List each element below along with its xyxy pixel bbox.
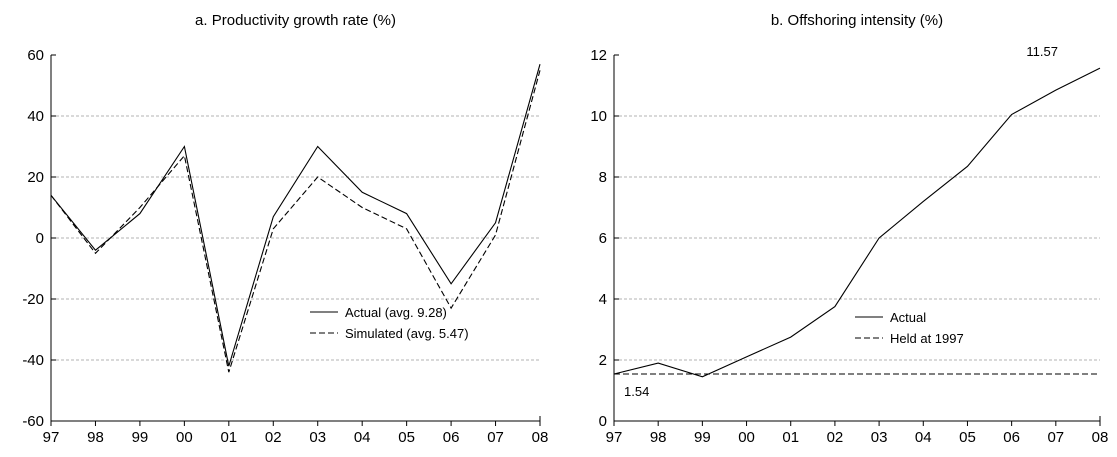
x-tick-label: 98 (650, 429, 667, 446)
y-tick-label: 4 (599, 291, 607, 308)
x-tick-label: 05 (959, 429, 976, 446)
y-tick-label: 0 (599, 413, 607, 430)
x-tick-label: 02 (827, 429, 844, 446)
y-tick-label: 10 (590, 108, 607, 125)
x-tick-label: 01 (782, 429, 799, 446)
legend-label: Actual (890, 310, 926, 325)
y-tick-label: -20 (22, 291, 44, 308)
x-tick-label: 04 (354, 429, 371, 446)
legend-label: Actual (avg. 9.28) (345, 305, 447, 320)
series-line-dashed (50, 70, 541, 373)
x-tick-label: 99 (694, 429, 711, 446)
x-tick-label: 97 (43, 429, 60, 446)
y-tick-label: 0 (36, 230, 44, 247)
x-tick-label: 00 (738, 429, 755, 446)
y-tick-label: 20 (27, 169, 44, 186)
x-tick-label: 08 (532, 429, 549, 446)
legend-label: Held at 1997 (890, 331, 964, 346)
x-tick-label: 05 (398, 429, 415, 446)
x-tick-label: 98 (87, 429, 104, 446)
x-tick-label: 01 (220, 429, 237, 446)
series-line-solid (50, 64, 541, 367)
y-tick-label: -60 (22, 413, 44, 430)
x-tick-label: 03 (871, 429, 888, 446)
chart-title: a. Productivity growth rate (%) (195, 12, 396, 29)
data-annotation: 1.54 (624, 384, 649, 399)
x-tick-label: 97 (606, 429, 623, 446)
series-line-solid (613, 67, 1101, 378)
x-tick-label: 06 (1003, 429, 1020, 446)
chart-title: b. Offshoring intensity (%) (771, 12, 943, 29)
x-tick-label: 00 (176, 429, 193, 446)
x-tick-label: 03 (309, 429, 326, 446)
data-annotation: 11.57 (1026, 44, 1058, 59)
y-tick-label: 60 (27, 47, 44, 64)
y-tick-label: 2 (599, 352, 607, 369)
x-tick-label: 02 (265, 429, 282, 446)
y-tick-label: 6 (599, 230, 607, 247)
chart-panel-a: a. Productivity growth rate (%) -60 -40 -20… (22, 12, 548, 446)
x-tick-label: 06 (443, 429, 460, 446)
x-tick-label: 07 (487, 429, 504, 446)
y-tick-label: 8 (599, 169, 607, 186)
y-tick-label: 40 (27, 108, 44, 125)
y-tick-label: -40 (22, 352, 44, 369)
x-tick-label: 07 (1047, 429, 1064, 446)
legend-label: Simulated (avg. 5.47) (345, 326, 469, 341)
x-tick-label: 04 (915, 429, 932, 446)
x-tick-label: 08 (1092, 429, 1109, 446)
y-tick-label: 12 (590, 47, 607, 64)
x-tick-label: 99 (132, 429, 149, 446)
